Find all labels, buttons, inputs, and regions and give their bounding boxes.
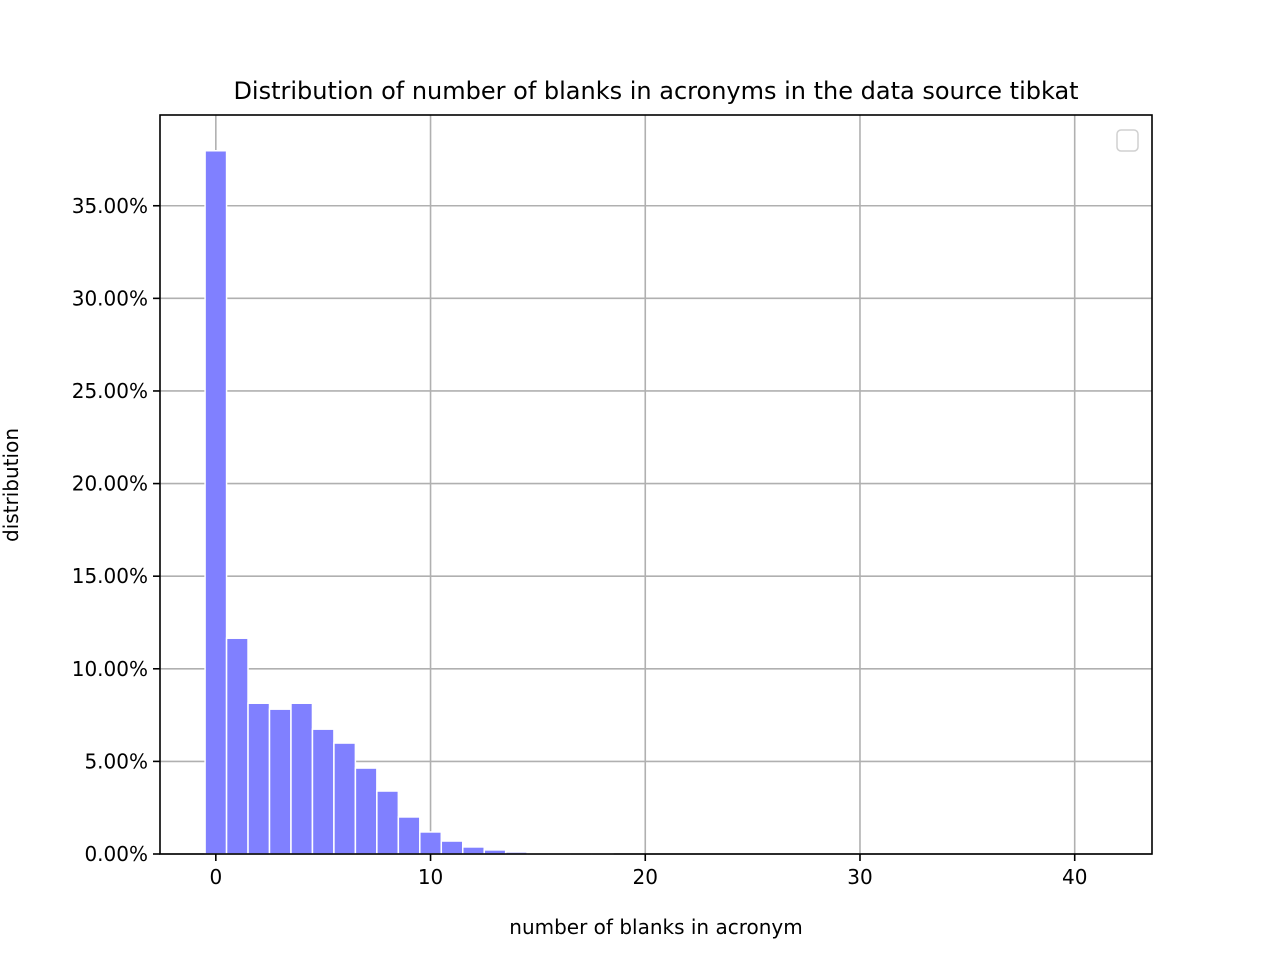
bars xyxy=(205,151,613,854)
bar-12 xyxy=(463,847,484,854)
y-tick-label: 25.00% xyxy=(72,379,148,403)
x-tick-label: 30 xyxy=(847,865,872,889)
x-tick-label: 40 xyxy=(1062,865,1087,889)
bar-5 xyxy=(312,729,333,854)
legend-box xyxy=(1117,130,1138,151)
bar-6 xyxy=(334,743,355,854)
y-axis-ticks: 0.00% 5.00% 10.00% 15.00% 20.00% 25.00% 30.00%… xyxy=(72,194,160,866)
bar-2 xyxy=(248,703,269,854)
x-tick-label: 10 xyxy=(418,865,443,889)
y-tick-label: 20.00% xyxy=(72,472,148,496)
x-tick-label: 20 xyxy=(633,865,658,889)
bar-9 xyxy=(398,817,419,854)
y-axis-label: distribution xyxy=(0,428,23,542)
bar-7 xyxy=(355,768,376,854)
y-tick-label: 30.00% xyxy=(72,286,148,310)
y-tick-label: 5.00% xyxy=(84,749,148,773)
bar-3 xyxy=(270,709,291,854)
bar-8 xyxy=(377,791,398,854)
y-tick-label: 15.00% xyxy=(72,564,148,588)
chart-title: Distribution of number of blanks in acro… xyxy=(233,77,1078,105)
y-tick-label: 10.00% xyxy=(72,657,148,681)
y-tick-label: 35.00% xyxy=(72,194,148,218)
bar-10 xyxy=(420,832,441,854)
x-axis-label: number of blanks in acronym xyxy=(509,915,802,939)
x-axis-ticks: 0 10 20 30 40 xyxy=(209,854,1087,889)
x-tick-label: 0 xyxy=(209,865,222,889)
bar-4 xyxy=(291,703,312,854)
bar-11 xyxy=(441,841,462,854)
bar-1 xyxy=(227,638,248,854)
y-tick-label: 0.00% xyxy=(84,842,148,866)
bar-0 xyxy=(205,151,226,854)
